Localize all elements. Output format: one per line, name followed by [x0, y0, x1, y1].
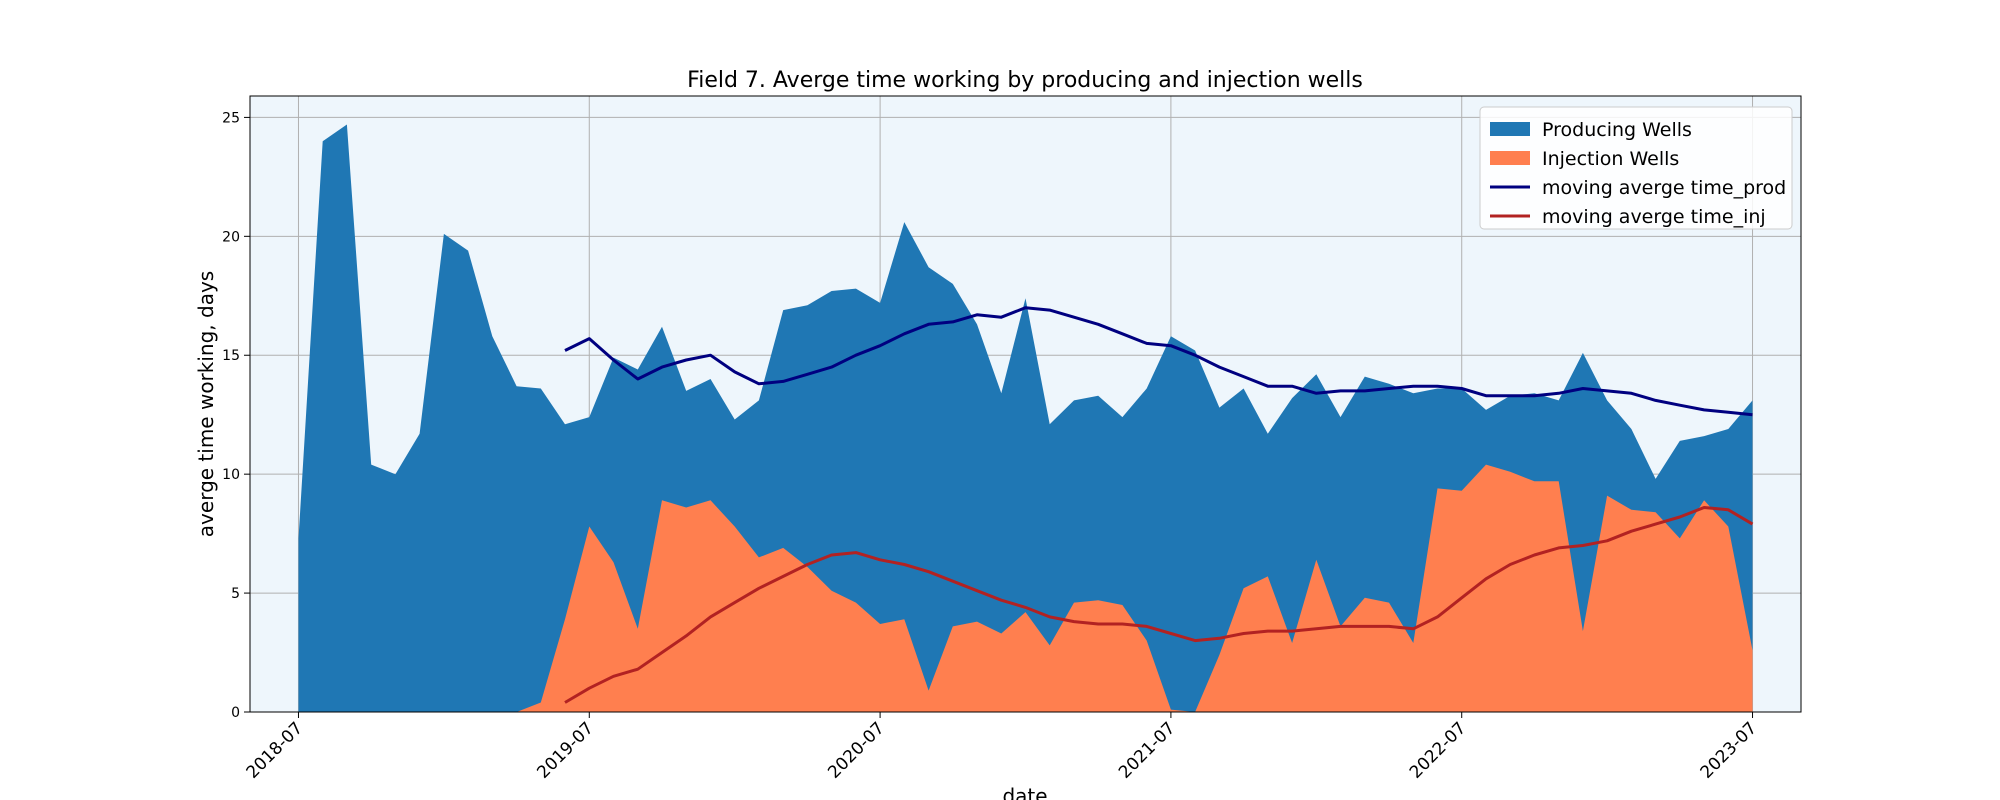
x-tick-label: 2019-07	[533, 718, 597, 782]
y-tick-label: 15	[222, 348, 240, 364]
y-tick-label: 20	[222, 229, 240, 245]
x-tick-label: 2020-07	[824, 718, 888, 782]
moving-averge-time-prod-line	[564, 306, 1753, 417]
legend: Producing Wells Injection Wells moving ave…	[1479, 106, 1793, 230]
legend-label-injection-wells: Injection Wells	[1542, 148, 1679, 170]
legend-swatch-producing-wells	[1490, 122, 1530, 136]
y-tick-label: 0	[231, 705, 240, 721]
legend-label-moving-averge-time-inj: moving averge time_inj	[1542, 206, 1766, 228]
legend-box	[1479, 106, 1793, 230]
line-series	[564, 306, 1754, 704]
legend-swatch-injection-wells	[1490, 151, 1530, 165]
chart-title: Field 7. Averge time working by producin…	[687, 68, 1363, 93]
x-axis-title: date	[1002, 784, 1047, 800]
plot-frame	[249, 95, 1802, 713]
x-tick-label: 2021-07	[1115, 718, 1179, 782]
legend-label-producing-wells: Producing Wells	[1542, 119, 1692, 141]
y-tick-label: 25	[222, 110, 240, 126]
y-tick-label: 5	[231, 586, 240, 602]
legend-label-moving-averge-time-prod: moving averge time_prod	[1542, 177, 1786, 199]
x-tick-label: 2023-07	[1697, 718, 1761, 782]
injection-wells-area	[298, 464, 1753, 712]
x-tick-label: 2022-07	[1406, 718, 1470, 782]
moving-averge-time-inj-line	[564, 506, 1754, 704]
y-axis-title: averge time working, days	[194, 271, 218, 537]
area-series	[298, 124, 1753, 712]
x-tick-label: 2018-07	[243, 718, 307, 782]
y-tick-label: 10	[222, 467, 240, 483]
